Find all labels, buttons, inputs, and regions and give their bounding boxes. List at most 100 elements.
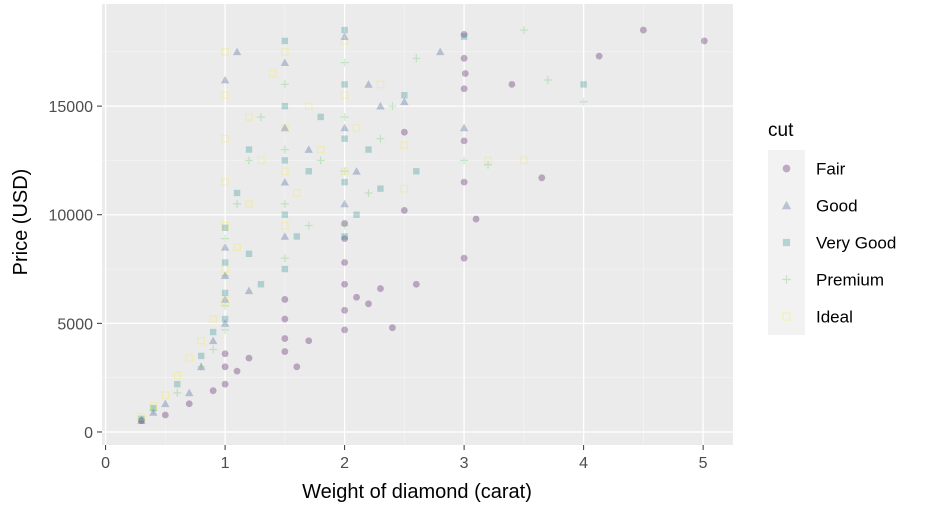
data-point-very-good [281,37,289,45]
data-point-good [436,47,445,56]
legend-label-very-good: Very Good [816,234,896,253]
y-axis-title: Price (USD) [10,169,32,276]
data-point-very-good [150,404,157,412]
data-point-fair [365,300,372,308]
data-point-ideal [281,167,289,176]
data-point-good [161,399,170,408]
data-point-premium [519,26,528,35]
x-axis-title: Weight of diamond (carat) [302,481,532,503]
data-point-premium [233,199,242,208]
data-point-ideal [245,113,253,121]
data-point-fair [305,337,313,345]
data-point-fair [461,70,469,77]
data-point-premium [376,134,385,143]
data-point-premium [221,271,230,280]
data-point-good [220,243,230,251]
data-point-good [459,123,469,132]
data-point-premium [280,145,289,154]
data-point-good [280,58,290,67]
data-point-very-good [580,81,587,88]
data-point-very-good [317,113,324,121]
data-point-fair [412,280,420,288]
data-point-ideal [304,102,313,110]
data-point-ideal [149,402,158,410]
data-point-very-good [174,380,181,388]
data-point-premium [280,199,289,208]
data-point-fair [460,54,468,62]
data-point-ideal [137,413,146,421]
data-point-fair [341,326,349,334]
data-point-very-good [341,135,348,142]
data-point-fair [221,380,229,388]
data-point-premium [340,167,349,176]
data-point-ideal [209,315,217,323]
data-point-good [364,80,373,88]
data-point-premium [209,345,218,354]
data-point-ideal [340,91,349,99]
data-point-very-good [305,168,312,175]
data-point-fair [460,254,468,262]
data-point-ideal [484,156,492,165]
data-point-ideal [221,221,229,230]
legend-label-premium: Premium [816,271,884,290]
data-points [137,26,708,425]
data-point-very-good [221,315,229,323]
data-point-very-good [221,259,229,266]
data-point-very-good [281,211,289,218]
data-point-ideal [221,265,229,273]
y-tick-label: 15000 [49,99,94,116]
data-point-very-good [209,328,217,336]
legend-key-very-good [768,224,805,261]
data-point-premium [484,160,493,169]
data-point-ideal [233,243,241,252]
data-point-very-good [197,352,205,360]
data-point-premium [412,54,421,63]
y-tick-label: 10000 [49,208,94,225]
data-point-fair [209,387,217,395]
data-point-good [220,295,230,303]
x-tick-label: 0 [101,455,110,472]
data-point-good [340,32,349,40]
data-point-good [232,47,242,56]
x-tick-label: 3 [460,455,469,472]
data-point-fair [281,335,289,342]
data-point-good [280,232,290,240]
data-point-fair [538,174,546,182]
legend-key-good [768,187,805,224]
data-point-very-good [413,168,420,175]
data-point-good [220,271,230,279]
x-tick-label: 5 [699,455,708,472]
axes: 0 1 2 3 4 5 0 5000 10000 15000 [49,99,708,472]
data-point-ideal [161,391,170,399]
data-point-good [352,167,361,175]
data-point-premium [304,221,313,230]
y-tick-label: 0 [84,425,93,442]
legend-key-ideal [768,298,805,335]
data-point-premium [316,156,325,165]
data-point-fair [281,348,289,355]
data-point-premium [256,112,265,121]
panel-background [102,4,733,445]
data-point-very-good [341,26,348,34]
data-point-fair [161,411,169,419]
data-point-premium [579,97,588,106]
data-point-premium [460,156,469,165]
data-point-ideal [316,145,325,154]
data-point-fair [341,220,349,227]
data-point-fair [233,367,241,375]
data-point-very-good [341,233,348,240]
data-point-fair [639,26,647,34]
data-point-fair [245,354,253,362]
data-point-good [137,416,146,425]
data-point-ideal [293,189,301,197]
data-point-fair [341,306,349,314]
data-point-ideal [185,354,193,362]
data-point-premium [244,156,253,165]
data-point-very-good [221,224,229,231]
data-point-good [280,123,290,132]
data-point-premium [221,234,230,243]
data-point-good [280,177,290,186]
data-point-good [304,145,313,153]
data-point-ideal [221,297,229,306]
